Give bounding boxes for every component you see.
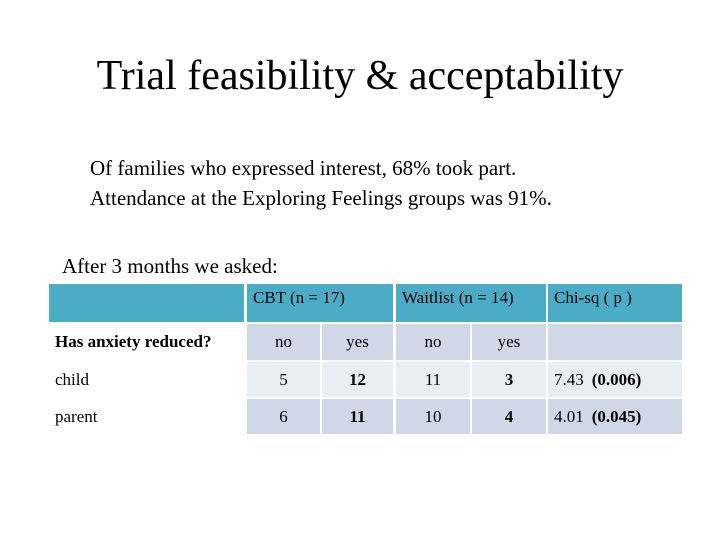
cell-text: Has anxiety reduced? (55, 332, 212, 351)
header-cell (49, 284, 244, 322)
table-cell: 4.01 (0.045) (548, 399, 682, 434)
cell-text: (0.006) (591, 369, 642, 389)
table-cell: 4 (472, 399, 546, 434)
table-cell: no (247, 324, 320, 360)
table-cell: 5 (247, 362, 320, 397)
table-cell: 10 (396, 399, 470, 434)
cell-text: 11 (349, 406, 366, 426)
table-cell: parent (49, 399, 244, 434)
cell-text: 3 (504, 369, 514, 389)
header-cell: CBT (n = 17) (247, 284, 393, 322)
cell-text: no (424, 332, 442, 351)
cell-text: Waitlist (n = 14) (402, 288, 514, 307)
cell-text: Chi-sq ( p ) (554, 288, 632, 307)
cell-text: 4.01 (554, 406, 584, 426)
cell-text: yes (497, 332, 521, 351)
header-cell: Chi-sq ( p ) (548, 284, 682, 322)
header-cell: Waitlist (n = 14) (396, 284, 546, 322)
cell-text: 6 (279, 406, 288, 426)
table-cell: 3 (472, 362, 546, 397)
table-cell: yes (472, 324, 546, 360)
cell-text: 10 (424, 406, 442, 426)
table-cell: 11 (396, 362, 470, 397)
cell-text: 5 (279, 369, 288, 389)
slide-title: Trial feasibility & acceptability (96, 53, 624, 99)
cell-text: yes (346, 332, 369, 351)
body-line: Attendance at the Exploring Feelings gro… (90, 186, 552, 210)
cell-text: 11 (424, 369, 442, 389)
cell-text: child (55, 369, 89, 389)
table-cell: 11 (322, 399, 393, 434)
cell-text: (0.045) (591, 406, 642, 426)
intro-text: After 3 months we asked: (62, 254, 278, 278)
body-line: Of families who expressed interest, 68% … (90, 156, 517, 180)
table-cell: yes (322, 324, 393, 360)
table-cell: Has anxiety reduced? (49, 324, 244, 360)
table-cell: 12 (322, 362, 393, 397)
cell-text: 7.43 (554, 369, 584, 389)
cell-text: parent (55, 406, 98, 426)
cell-text: 4 (504, 406, 514, 426)
table-cell: 6 (247, 399, 320, 434)
cell-text: CBT (n = 17) (253, 288, 345, 307)
cell-text: 12 (349, 369, 366, 389)
table-cell: child (49, 362, 244, 397)
table-cell: no (396, 324, 470, 360)
table-cell (548, 324, 682, 360)
table-cell: 7.43 (0.006) (548, 362, 682, 397)
cell-text: no (275, 332, 292, 351)
